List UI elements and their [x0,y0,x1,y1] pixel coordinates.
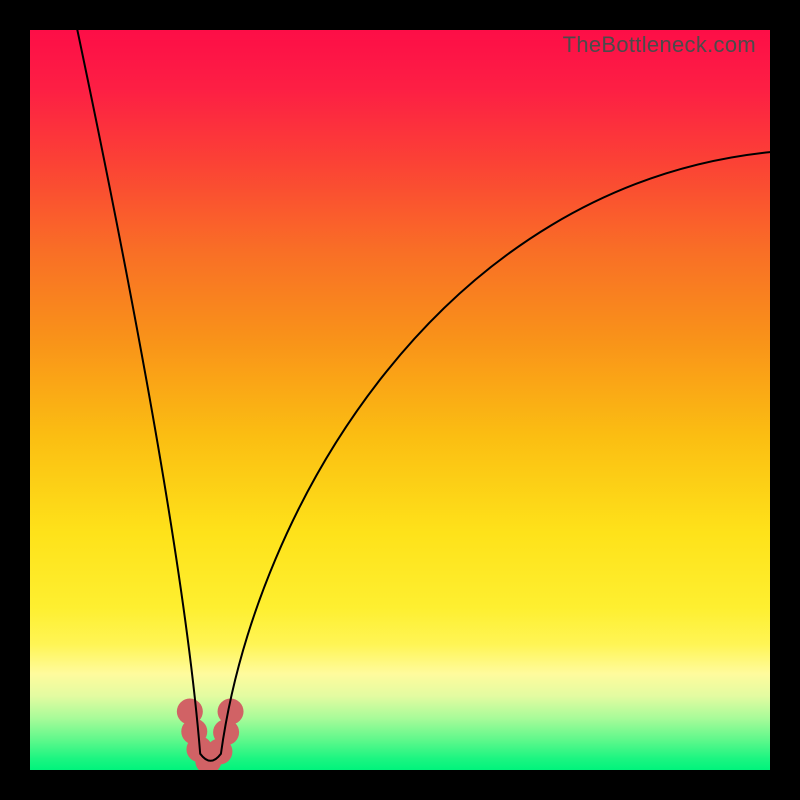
data-point-cluster [177,699,244,770]
bottleneck-curve [77,30,770,761]
watermark-text: TheBottleneck.com [563,32,756,58]
chart-frame: TheBottleneck.com [0,0,800,800]
plot-area [30,30,770,770]
curve-overlay [30,30,770,770]
